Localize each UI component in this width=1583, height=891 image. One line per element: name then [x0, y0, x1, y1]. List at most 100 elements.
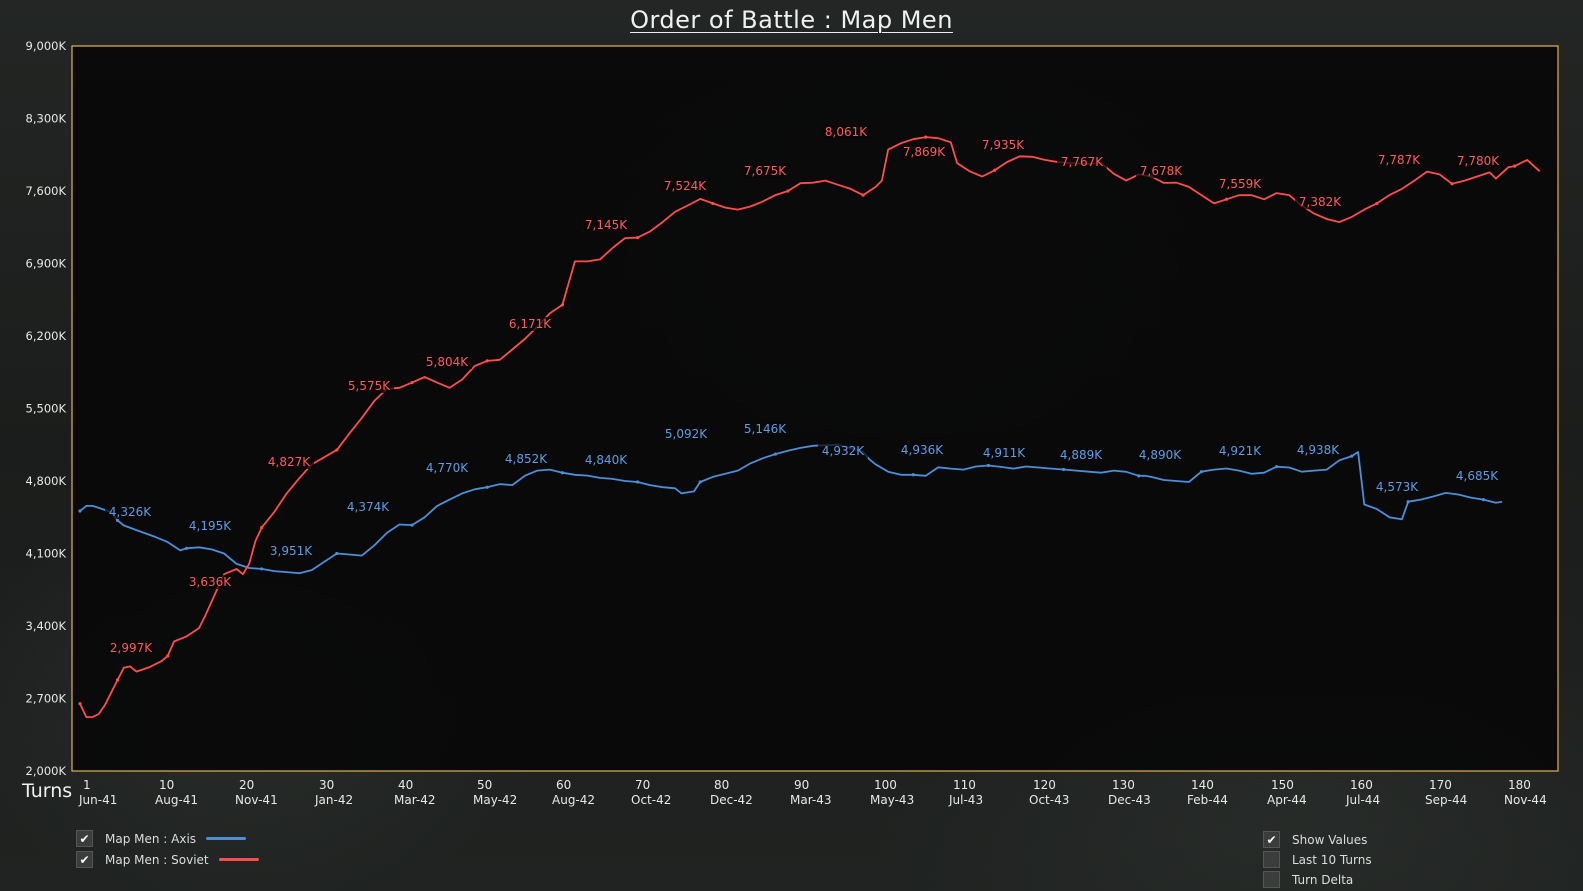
series-point-axis [560, 471, 565, 475]
x-tick-date-label: Jan-42 [314, 793, 353, 807]
x-tick-label: 80 [714, 778, 729, 792]
x-tick-label: 20 [239, 778, 254, 792]
legend-item-soviet[interactable]: ✔ Map Men : Soviet [76, 851, 259, 868]
checkbox-show-values[interactable]: ✔ [1263, 831, 1280, 848]
series-point-soviet [1224, 197, 1229, 201]
data-label-soviet: 7,524K [664, 179, 707, 193]
data-label-soviet: 7,787K [1378, 153, 1421, 167]
x-tick-label: 140 [1191, 778, 1214, 792]
data-label-soviet-bg [1215, 177, 1265, 191]
x-tick-label: 50 [477, 778, 492, 792]
data-label-axis: 4,770K [426, 461, 469, 475]
y-tick-label: 6,200K [26, 329, 67, 343]
data-label-axis-bg [185, 519, 235, 533]
x-tick-date-label: Apr-44 [1267, 793, 1307, 807]
x-tick-label: 120 [1033, 778, 1056, 792]
series-point-axis [184, 546, 189, 550]
x-tick-date-label: Sep-44 [1425, 793, 1467, 807]
data-label-axis-bg [979, 446, 1029, 460]
data-label-axis-bg [1056, 448, 1106, 462]
checkbox-axis[interactable]: ✔ [76, 830, 93, 847]
data-label-axis: 4,932K [822, 444, 865, 458]
data-label-axis-bg [422, 461, 472, 475]
series-point-axis [635, 480, 640, 484]
data-label-soviet-bg [505, 317, 555, 331]
series-point-axis [698, 480, 702, 484]
x-tick-date-label: Mar-42 [394, 793, 435, 807]
option-turn-delta[interactable]: Turn Delta [1263, 871, 1353, 888]
option-last-10-turns[interactable]: Last 10 Turns [1263, 851, 1372, 868]
data-label-soviet-bg [344, 379, 394, 393]
data-label-axis: 4,840K [585, 453, 628, 467]
series-point-axis [1061, 467, 1066, 472]
data-label-axis-bg [740, 422, 790, 436]
x-tick-label: 60 [556, 778, 571, 792]
series-point-axis [1350, 454, 1354, 458]
data-label-soviet-bg [1374, 153, 1424, 167]
data-label-soviet: 4,827K [268, 455, 311, 469]
series-point-axis [1137, 474, 1141, 478]
option-show-values[interactable]: ✔ Show Values [1263, 831, 1367, 848]
x-tick-date-label: May-42 [473, 793, 517, 807]
data-label-soviet-bg [1295, 195, 1345, 209]
data-label-axis: 4,685K [1456, 469, 1499, 483]
legend-item-axis[interactable]: ✔ Map Men : Axis [76, 830, 247, 847]
series-point-axis [1199, 470, 1204, 474]
data-label-soviet: 2,997K [110, 641, 153, 655]
data-label-axis: 4,374K [347, 500, 390, 514]
data-label-soviet-bg [106, 641, 156, 655]
series-point-soviet [335, 448, 339, 452]
checkbox-last-10-turns[interactable] [1263, 851, 1280, 868]
data-label-soviet-bg [740, 164, 790, 178]
x-tick-label: 170 [1429, 778, 1452, 792]
option-label-show-values: Show Values [1292, 832, 1368, 847]
x-tick-label: 160 [1350, 778, 1373, 792]
chart-title: Order of Battle : Map Men [630, 6, 953, 34]
series-point-axis [773, 452, 778, 456]
series-point-soviet [711, 201, 715, 206]
y-tick-label: 7,600K [26, 184, 67, 198]
series-point-soviet [485, 359, 489, 363]
plot-area [71, 45, 1559, 772]
x-tick-label: 130 [1112, 778, 1135, 792]
data-label-axis: 4,890K [1139, 448, 1182, 462]
data-label-soviet-bg [264, 455, 314, 469]
data-label-axis-bg [266, 544, 316, 558]
y-tick-label: 9,000K [26, 39, 67, 53]
data-label-axis: 4,936K [901, 443, 944, 457]
series-point-soviet [924, 135, 928, 139]
data-label-axis-bg [581, 453, 631, 467]
x-tick-date-label: Aug-42 [552, 793, 595, 807]
checkbox-turn-delta[interactable] [1263, 871, 1280, 888]
y-tick-label: 6,900K [26, 257, 67, 271]
checkmark-icon: ✔ [79, 852, 90, 867]
x-tick-label: 70 [635, 778, 650, 792]
y-tick-label: 2,000K [26, 764, 67, 778]
option-label-turn-delta: Turn Delta [1292, 872, 1354, 887]
y-tick-label: 5,500K [26, 402, 67, 416]
series-point-axis [115, 518, 120, 522]
x-tick-label: 150 [1271, 778, 1294, 792]
x-tick-label: 90 [794, 778, 809, 792]
data-label-soviet: 7,935K [982, 138, 1025, 152]
data-label-axis: 5,092K [665, 427, 708, 441]
x-tick-date-label: May-43 [870, 793, 914, 807]
series-point-soviet [410, 381, 414, 385]
data-label-soviet-bg [422, 355, 472, 369]
series-point-axis [911, 473, 915, 477]
series-point-axis [1481, 498, 1485, 502]
data-label-axis-bg [501, 452, 551, 466]
series-point-soviet [78, 702, 82, 706]
x-tick-label: 10 [159, 778, 174, 792]
series-point-soviet [560, 303, 565, 307]
series-point-soviet [166, 654, 170, 658]
x-tick-date-label: Feb-44 [1187, 793, 1228, 807]
data-label-soviet-bg [1453, 154, 1503, 168]
checkbox-soviet[interactable]: ✔ [76, 851, 93, 868]
data-label-soviet: 7,559K [1219, 177, 1262, 191]
data-label-axis: 4,852K [505, 452, 548, 466]
series-point-soviet [635, 236, 640, 240]
series-point-soviet [1513, 164, 1517, 168]
legend-swatch-soviet [218, 858, 259, 861]
